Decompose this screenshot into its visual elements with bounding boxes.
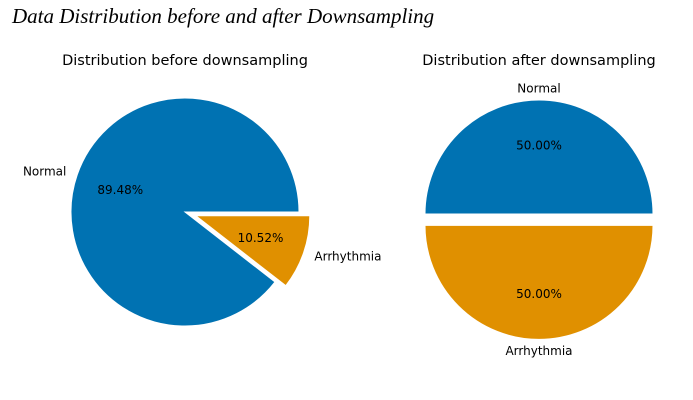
slice-pct-normal-after: 50.00%: [516, 139, 562, 153]
slice-pct-arrhythmia-after: 50.00%: [516, 287, 562, 301]
slice-label-arrhythmia-before: Arrhythmia: [314, 249, 381, 263]
pie-before-downsampling: Distribution before downsampling Normal 8…: [23, 53, 381, 327]
slice-label-normal-after: Normal: [517, 82, 560, 96]
pie-slice-arrhythmia-after: [424, 224, 654, 340]
pie-slice-arrhythmia-before: [194, 215, 311, 287]
slice-label-arrhythmia-after: Arrhythmia: [505, 344, 572, 358]
slice-pct-arrhythmia-before: 10.52%: [238, 231, 284, 245]
pie-title-before: Distribution before downsampling: [62, 53, 308, 69]
pie-after-downsampling: Distribution after downsampling Normal 50…: [422, 53, 655, 358]
slice-pct-normal-before: 89.48%: [97, 183, 143, 197]
pie-slice-normal-after: [424, 99, 654, 215]
slice-label-normal-before: Normal: [23, 164, 66, 178]
figure-title: Data Distribution before and after Downs…: [12, 4, 435, 28]
pie-slice-normal-before: [70, 97, 300, 327]
pie-title-after: Distribution after downsampling: [422, 53, 655, 69]
